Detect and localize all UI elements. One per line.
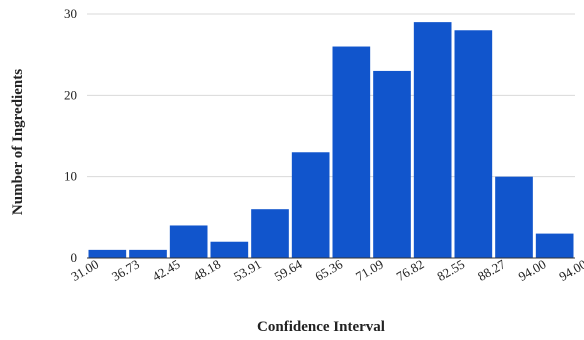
bar	[88, 249, 127, 258]
y-tick-label: 10	[64, 169, 77, 184]
gridlines	[87, 13, 575, 178]
bar	[454, 30, 493, 258]
x-tick-label: 48.18	[190, 256, 223, 284]
bar	[413, 22, 452, 258]
y-axis-ticks: 0 10 20 30	[64, 6, 77, 265]
x-tick-label: 76.82	[394, 256, 427, 284]
bar	[251, 209, 289, 258]
bar	[495, 176, 533, 258]
x-axis-title: Confidence Interval	[257, 319, 385, 335]
bar	[535, 233, 574, 258]
x-tick-label: 88.27	[475, 256, 508, 284]
x-axis-ticks: 31.00 36.73 42.45 48.18 53.91 59.64 65.36 71.09…	[68, 256, 584, 284]
x-tick-label: 94.00	[516, 256, 549, 284]
x-tick-label: 53.91	[231, 256, 264, 284]
y-tick-label: 0	[71, 250, 78, 265]
y-axis-title: Number of Ingredients	[10, 69, 26, 215]
x-tick-label: 82.55	[434, 256, 467, 284]
x-tick-label: 59.64	[272, 256, 305, 284]
bar	[129, 249, 167, 258]
bar	[169, 225, 208, 258]
bar	[210, 241, 249, 258]
x-tick-label: 94.00	[556, 256, 584, 284]
bar	[332, 46, 371, 258]
y-tick-label: 20	[64, 87, 77, 102]
x-tick-label: 71.09	[353, 256, 386, 284]
x-tick-label: 36.73	[109, 256, 142, 284]
x-tick-label: 42.45	[150, 256, 183, 284]
bar	[291, 152, 330, 258]
bars	[88, 22, 574, 259]
bar	[373, 70, 411, 259]
x-tick-label: 65.36	[312, 256, 345, 284]
y-tick-label: 30	[64, 6, 77, 21]
